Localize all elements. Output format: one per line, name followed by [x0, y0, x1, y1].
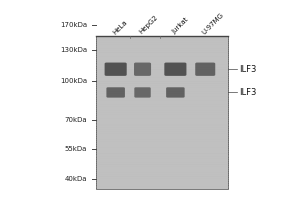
FancyBboxPatch shape [164, 63, 186, 76]
FancyBboxPatch shape [166, 87, 184, 98]
Text: 100kDa: 100kDa [60, 78, 87, 84]
Text: 40kDa: 40kDa [65, 176, 87, 182]
FancyBboxPatch shape [106, 87, 125, 98]
Text: ILF3: ILF3 [240, 88, 257, 97]
FancyBboxPatch shape [134, 63, 151, 76]
Text: U-97MG: U-97MG [201, 11, 225, 35]
FancyBboxPatch shape [105, 63, 127, 76]
Text: HeLa: HeLa [111, 19, 128, 35]
Bar [96, 36, 228, 189]
FancyBboxPatch shape [195, 63, 215, 76]
Text: HepG2: HepG2 [138, 15, 159, 35]
Text: ILF3: ILF3 [240, 65, 257, 74]
Text: 170kDa: 170kDa [60, 22, 87, 28]
Text: 70kDa: 70kDa [65, 117, 87, 123]
Text: 55kDa: 55kDa [65, 146, 87, 152]
Text: 130kDa: 130kDa [60, 47, 87, 53]
Text: Jurkat: Jurkat [171, 17, 190, 35]
FancyBboxPatch shape [134, 87, 151, 98]
